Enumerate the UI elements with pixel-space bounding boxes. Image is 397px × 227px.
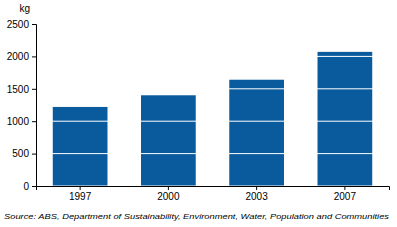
x-tick: 1997 [69,186,92,202]
x-tick-mark [80,186,81,190]
x-tick-label: 2003 [246,191,269,202]
y-tick: 1500 [7,84,36,95]
x-tick: 2003 [246,186,269,202]
y-tick: 2000 [7,51,36,62]
plot: 0 500 1000 1500 2000 2500 1997 2000 2003 2007 [7,19,390,202]
y-tick-mark [32,24,36,25]
grid-line [36,186,389,187]
source-note: Source: ABS, Department of Sustainabilit… [4,212,389,221]
y-axis-line [32,25,37,187]
y-axis: 0 500 1000 1500 2000 2500 [7,19,37,192]
y-tick-mark [32,154,36,155]
chart: 0 500 1000 1500 2000 2500 1997 2000 2003 2007 kg So… [0,0,397,227]
y-tick-label: 500 [12,148,29,159]
x-tick-mark [168,186,169,190]
bar [318,52,373,186]
x-axis: 1997 2000 2003 2007 [37,186,390,202]
y-tick-mark [32,186,36,187]
x-tick-label: 2007 [334,191,357,202]
y-tick-label: 1500 [7,84,30,95]
grid-line [36,88,389,89]
y-tick-mark [32,89,36,90]
y-tick: 1000 [7,116,36,127]
y-tick: 2500 [7,19,36,30]
x-axis-line [37,187,390,191]
x-tick: 2000 [157,186,180,202]
bar [53,107,108,186]
y-tick-label: 0 [23,181,29,192]
marks [36,24,389,186]
grid-line [36,153,389,154]
y-tick-label: 2500 [7,19,30,30]
x-tick-mark [256,186,257,190]
y-tick: 0 [23,181,36,192]
x-tick-label: 1997 [69,191,92,202]
y-tick: 500 [12,148,36,159]
x-tick: 2007 [334,186,357,202]
grid-line [36,56,389,57]
grid-line [36,121,389,122]
x-tick-label: 2000 [157,191,180,202]
y-tick-mark [32,56,36,57]
bar [229,80,284,186]
y-tick-label: 1000 [7,116,30,127]
grid-line [36,24,389,25]
y-axis-title: kg [19,3,30,14]
y-tick-label: 2000 [7,51,30,62]
bar [141,95,196,186]
x-tick-mark [344,186,345,190]
y-tick-mark [32,121,36,122]
